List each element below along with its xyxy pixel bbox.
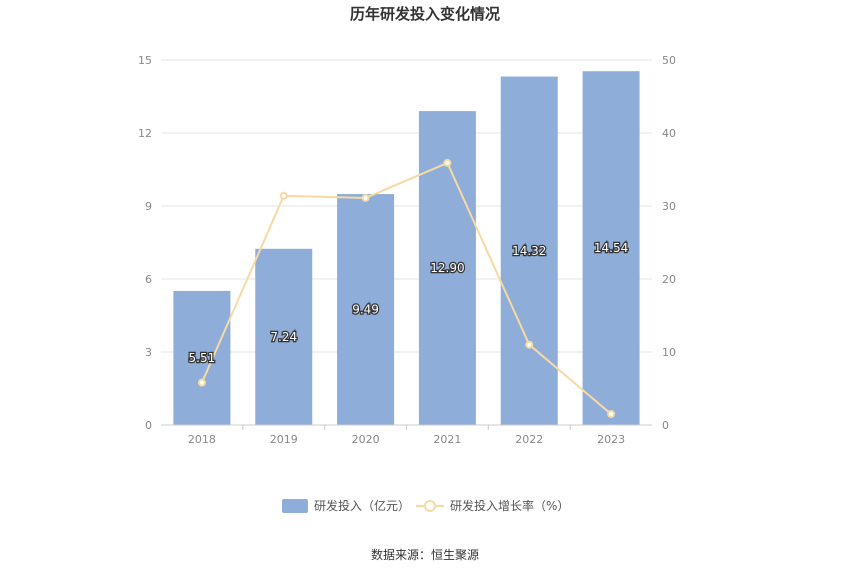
right-tick-label: 30 bbox=[662, 200, 676, 213]
right-tick-label: 50 bbox=[662, 54, 676, 67]
bar-data-labels: 5.51 7.24 9.49 12.90 14.32 14.54 bbox=[187, 240, 629, 366]
legend-bar-swatch bbox=[282, 499, 308, 513]
legend-line-marker bbox=[424, 500, 436, 512]
legend: 研发投入（亿元） 研发投入增长率（%） bbox=[282, 498, 569, 513]
growth-point bbox=[525, 340, 534, 349]
left-tick-label: 15 bbox=[138, 54, 152, 67]
growth-point bbox=[607, 410, 616, 419]
chart-title: 历年研发投入变化情况 bbox=[350, 5, 500, 23]
growth-point bbox=[361, 193, 370, 202]
left-tick-label: 3 bbox=[145, 346, 152, 359]
bar-value-label: 12.90 bbox=[430, 261, 464, 275]
left-tick-label: 0 bbox=[145, 419, 152, 432]
legend-line-label: 研发投入增长率（%） bbox=[450, 498, 569, 513]
growth-point bbox=[197, 378, 206, 387]
x-tick-label: 2018 bbox=[188, 433, 216, 446]
bar-value-label: 9.49 bbox=[352, 303, 379, 317]
bar-value-label: 14.32 bbox=[512, 244, 546, 258]
bar bbox=[500, 76, 558, 426]
line-series bbox=[197, 158, 616, 419]
bar bbox=[173, 290, 231, 425]
x-axis-ticks: 2018 2019 2020 2021 2022 2023 bbox=[188, 425, 625, 446]
right-tick-label: 0 bbox=[662, 419, 669, 432]
left-axis-ticks: 0 3 6 9 12 15 bbox=[138, 54, 152, 432]
x-tick-label: 2020 bbox=[352, 433, 380, 446]
left-tick-label: 12 bbox=[138, 127, 152, 140]
growth-point bbox=[443, 158, 452, 167]
right-tick-label: 40 bbox=[662, 127, 676, 140]
source-note: 数据来源：恒生聚源 bbox=[371, 547, 479, 562]
bar bbox=[337, 194, 395, 425]
bar-series bbox=[173, 71, 640, 426]
bar-value-label: 14.54 bbox=[594, 241, 628, 255]
bar bbox=[255, 248, 313, 425]
legend-bar-label: 研发投入（亿元） bbox=[314, 498, 410, 513]
left-tick-label: 9 bbox=[145, 200, 152, 213]
gridlines bbox=[161, 59, 652, 353]
growth-line bbox=[201, 161, 612, 415]
left-tick-label: 6 bbox=[145, 273, 152, 286]
right-tick-label: 20 bbox=[662, 273, 676, 286]
bar-value-label: 5.51 bbox=[189, 351, 216, 365]
x-tick-label: 2023 bbox=[597, 433, 625, 446]
growth-point bbox=[279, 191, 288, 200]
x-tick-label: 2021 bbox=[433, 433, 461, 446]
x-tick-label: 2019 bbox=[270, 433, 298, 446]
x-tick-label: 2022 bbox=[515, 433, 543, 446]
right-tick-label: 10 bbox=[662, 346, 676, 359]
legend-item-line[interactable]: 研发投入增长率（%） bbox=[416, 498, 569, 513]
bar-value-label: 7.24 bbox=[270, 330, 297, 344]
legend-item-bar[interactable]: 研发投入（亿元） bbox=[282, 498, 410, 513]
right-axis-ticks: 0 10 20 30 40 50 bbox=[662, 54, 676, 432]
bar bbox=[582, 71, 640, 426]
